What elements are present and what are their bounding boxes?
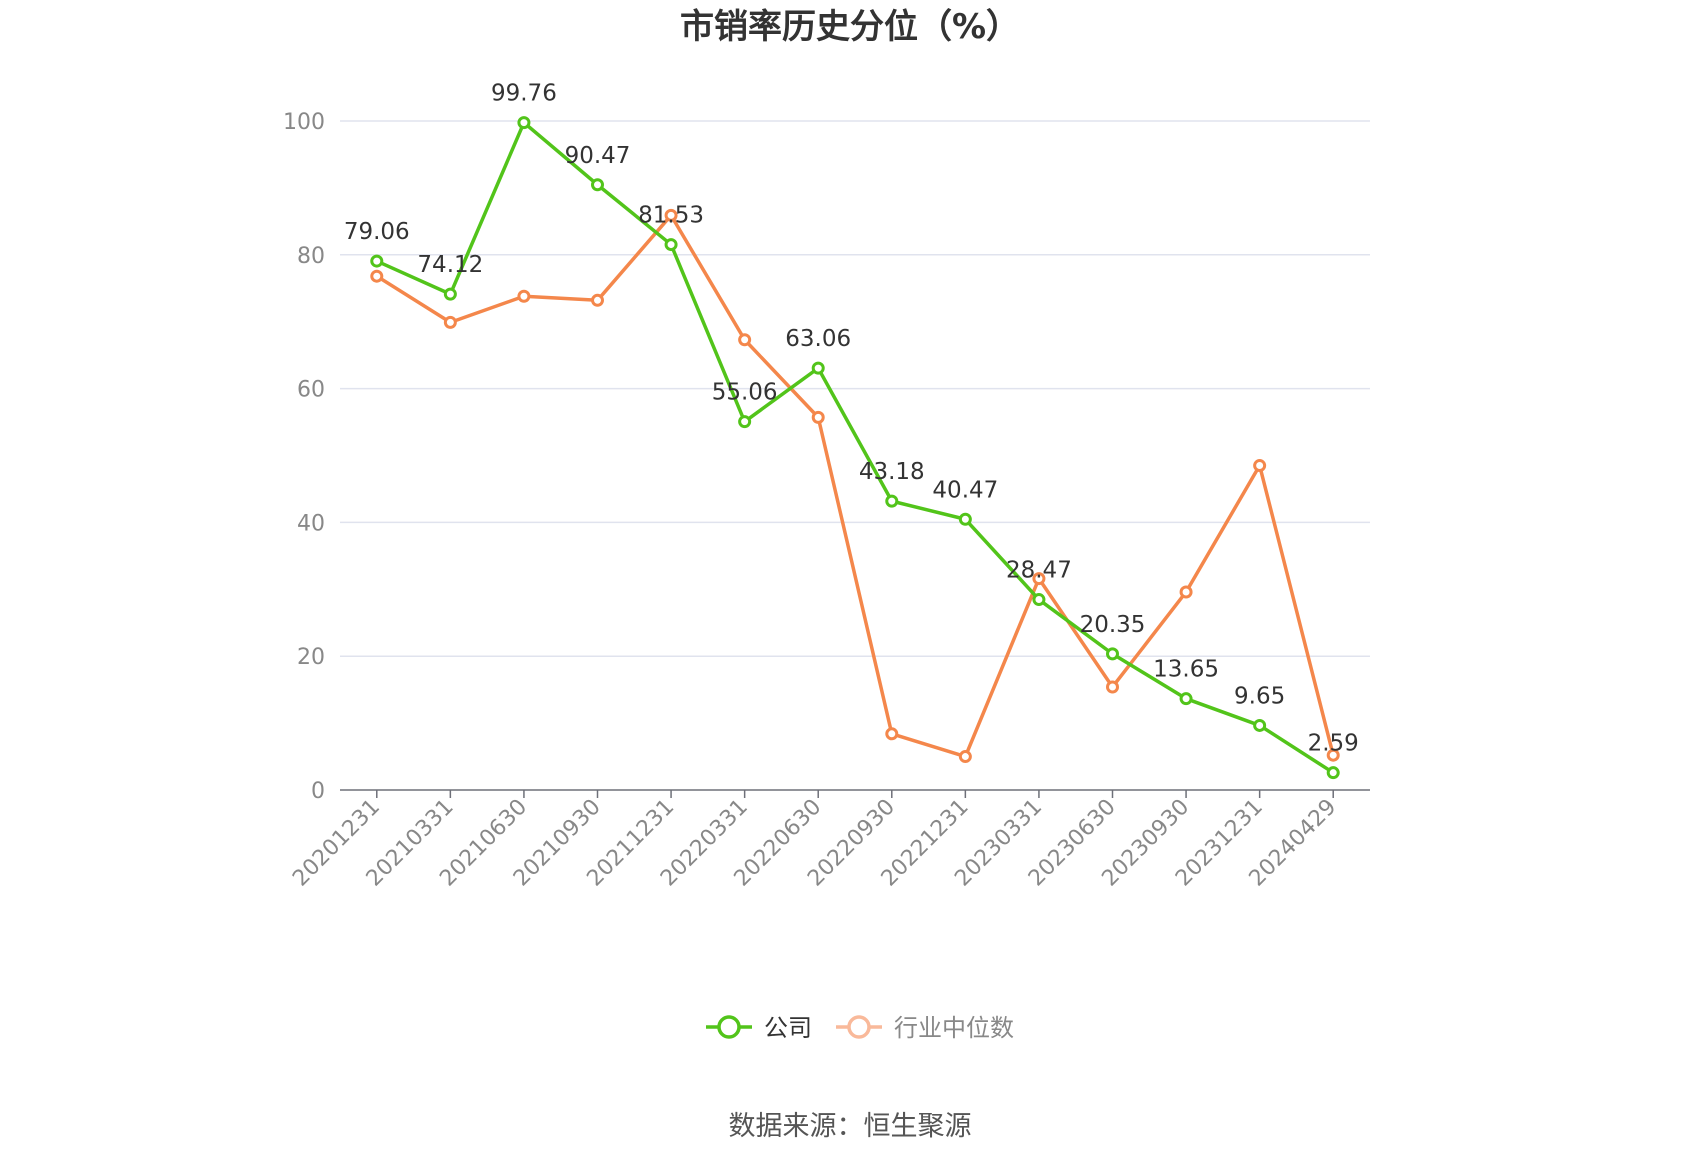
data-point[interactable] [443, 287, 457, 301]
data-label: 55.06 [712, 380, 778, 406]
data-label: 74.12 [417, 252, 483, 278]
series-行业中位数 [370, 208, 1340, 764]
data-point[interactable] [738, 415, 752, 429]
series-layer [370, 116, 1340, 780]
data-point[interactable] [664, 238, 678, 252]
data-point[interactable] [738, 333, 752, 347]
data-label: 28.47 [1006, 558, 1072, 584]
y-tick-label: 0 [311, 779, 325, 804]
chart-title: 市销率历史分位（%） [680, 7, 1020, 47]
data-point[interactable] [591, 293, 604, 307]
data-point[interactable] [517, 289, 531, 303]
legend-swatch-marker [717, 1015, 741, 1039]
legend-label: 行业中位数 [894, 1014, 1014, 1042]
data-point[interactable] [1326, 748, 1340, 762]
data-point[interactable] [443, 315, 457, 329]
y-tick-label: 20 [297, 645, 325, 670]
data-point[interactable] [1253, 718, 1267, 732]
y-axis: 0 20 40 60 80 100 [283, 110, 325, 804]
legend-item[interactable]: 公司 [706, 1014, 812, 1042]
x-axis: 2020123120210331202106302021093020211231… [288, 789, 1370, 891]
data-label: 99.76 [491, 81, 557, 107]
data-point[interactable] [1106, 647, 1119, 661]
legend-item[interactable]: 行业中位数 [836, 1014, 1014, 1042]
data-point[interactable] [517, 116, 531, 130]
data-label: 13.65 [1153, 657, 1219, 683]
y-tick-label: 100 [283, 110, 325, 135]
data-point[interactable] [1179, 692, 1193, 706]
data-point[interactable] [1032, 593, 1046, 607]
data-point[interactable] [370, 254, 384, 268]
data-point[interactable] [811, 410, 825, 424]
data-point[interactable] [591, 178, 604, 192]
data-point[interactable] [958, 512, 972, 526]
series-公司 [370, 116, 1340, 780]
data-source: 数据来源：恒生聚源 [729, 1111, 972, 1142]
grid-lines [340, 120, 1370, 657]
series-line [375, 213, 1335, 759]
legend-swatch-marker [847, 1015, 871, 1039]
y-tick-label: 40 [297, 511, 325, 536]
data-point[interactable] [370, 269, 384, 283]
data-label: 9.65 [1234, 683, 1285, 709]
data-label: 2.59 [1308, 731, 1359, 757]
data-point[interactable] [811, 361, 825, 375]
data-point[interactable] [958, 750, 972, 764]
data-point[interactable] [885, 494, 899, 508]
data-label: 40.47 [932, 477, 998, 503]
data-labels: 79.06 74.12 99.76 90.47 81.53 55.06 63.06 43.18… [344, 81, 1359, 757]
data-point[interactable] [1032, 572, 1046, 586]
data-point[interactable] [1106, 680, 1119, 694]
data-point[interactable] [885, 727, 899, 741]
legend-label: 公司 [764, 1014, 812, 1042]
series-line [376, 120, 1335, 775]
data-label: 81.53 [638, 203, 704, 229]
data-label: 63.06 [785, 326, 851, 352]
data-point[interactable] [1326, 766, 1340, 780]
data-point[interactable] [1253, 459, 1267, 473]
data-point[interactable] [1179, 585, 1193, 599]
data-point[interactable] [664, 208, 678, 222]
y-tick-label: 60 [297, 378, 325, 403]
data-label: 20.35 [1080, 612, 1146, 638]
data-label: 79.06 [344, 219, 410, 245]
legend[interactable]: 公司 行业中位数 [706, 1014, 1014, 1042]
y-tick-label: 80 [297, 244, 325, 269]
data-label: 43.18 [859, 459, 925, 485]
data-label: 90.47 [565, 143, 631, 169]
